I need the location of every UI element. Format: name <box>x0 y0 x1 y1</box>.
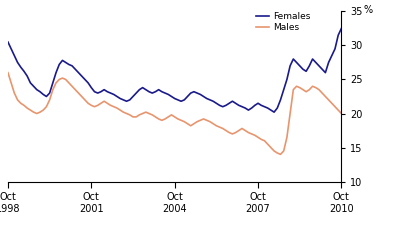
Males <box>6 71 10 74</box>
Females <box>272 111 276 114</box>
Y-axis label: %: % <box>364 5 373 15</box>
Females <box>9 47 13 50</box>
Males <box>150 114 154 116</box>
Males <box>336 109 341 111</box>
Line: Females: Females <box>8 28 341 112</box>
Females <box>150 92 154 94</box>
Females <box>50 81 55 84</box>
Females <box>249 107 254 109</box>
Legend: Females, Males: Females, Males <box>256 12 310 32</box>
Males <box>249 133 254 135</box>
Males <box>278 153 283 156</box>
Females <box>339 27 344 30</box>
Females <box>6 41 10 43</box>
Line: Males: Males <box>8 73 341 154</box>
Males <box>246 131 251 134</box>
Males <box>339 112 344 115</box>
Females <box>246 109 251 111</box>
Males <box>50 88 55 91</box>
Males <box>9 81 13 84</box>
Females <box>336 34 341 37</box>
